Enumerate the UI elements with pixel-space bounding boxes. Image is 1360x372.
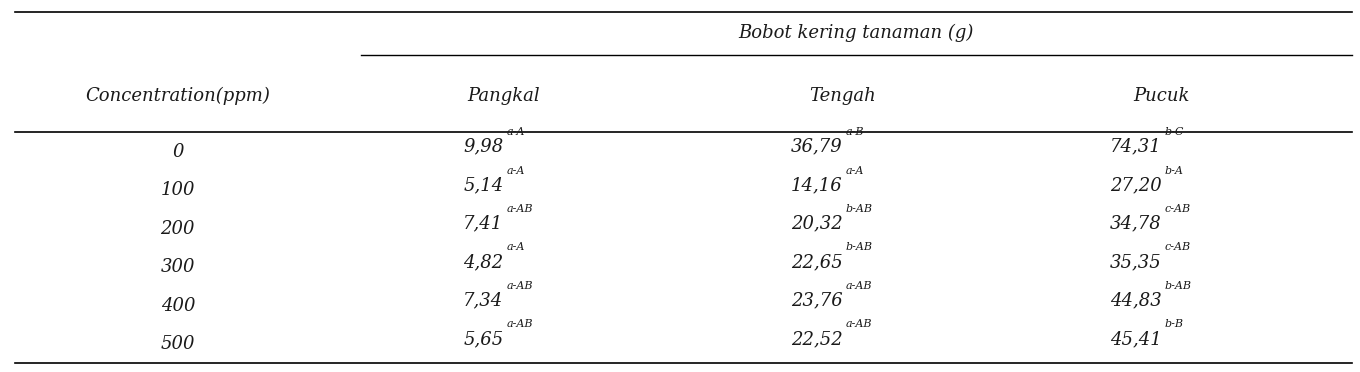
Text: 27,20: 27,20 <box>1110 176 1161 194</box>
Text: 300: 300 <box>160 258 194 276</box>
Text: 5,14: 5,14 <box>464 176 503 194</box>
Text: a-AB: a-AB <box>506 204 533 214</box>
Text: Tengah: Tengah <box>809 87 876 105</box>
Text: 400: 400 <box>160 296 194 315</box>
Text: a-A: a-A <box>506 127 525 137</box>
Text: 23,76: 23,76 <box>792 292 843 310</box>
Text: a-AB: a-AB <box>506 320 533 329</box>
Text: 22,65: 22,65 <box>792 253 843 271</box>
Text: 200: 200 <box>160 219 194 238</box>
Text: a-AB: a-AB <box>846 281 872 291</box>
Text: c-AB: c-AB <box>1164 243 1190 253</box>
Text: 7,41: 7,41 <box>464 215 503 232</box>
Text: a-A: a-A <box>506 243 525 253</box>
Text: b-A: b-A <box>1164 166 1183 176</box>
Text: 35,35: 35,35 <box>1110 253 1161 271</box>
Text: 22,52: 22,52 <box>792 330 843 348</box>
Text: Pangkal: Pangkal <box>468 87 540 105</box>
Text: 14,16: 14,16 <box>792 176 843 194</box>
Text: b-AB: b-AB <box>846 204 873 214</box>
Text: Bobot kering tanaman (g): Bobot kering tanaman (g) <box>738 24 974 42</box>
Text: a-B: a-B <box>846 127 864 137</box>
Text: a-A: a-A <box>506 166 525 176</box>
Text: 44,83: 44,83 <box>1110 292 1161 310</box>
Text: 100: 100 <box>160 181 194 199</box>
Text: c-AB: c-AB <box>1164 204 1190 214</box>
Text: 74,31: 74,31 <box>1110 138 1161 156</box>
Text: a-AB: a-AB <box>846 320 872 329</box>
Text: Pucuk: Pucuk <box>1134 87 1190 105</box>
Text: 4,82: 4,82 <box>464 253 503 271</box>
Text: 36,79: 36,79 <box>792 138 843 156</box>
Text: b-AB: b-AB <box>1164 281 1191 291</box>
Text: 34,78: 34,78 <box>1110 215 1161 232</box>
Text: 0: 0 <box>173 143 184 161</box>
Text: 7,34: 7,34 <box>464 292 503 310</box>
Text: a-AB: a-AB <box>506 281 533 291</box>
Text: 20,32: 20,32 <box>792 215 843 232</box>
Text: 9,98: 9,98 <box>464 138 503 156</box>
Text: b-C: b-C <box>1164 127 1185 137</box>
Text: b-B: b-B <box>1164 320 1183 329</box>
Text: 5,65: 5,65 <box>464 330 503 348</box>
Text: 500: 500 <box>160 335 194 353</box>
Text: Concentration(ppm): Concentration(ppm) <box>86 86 271 105</box>
Text: 45,41: 45,41 <box>1110 330 1161 348</box>
Text: b-AB: b-AB <box>846 243 873 253</box>
Text: a-A: a-A <box>846 166 864 176</box>
